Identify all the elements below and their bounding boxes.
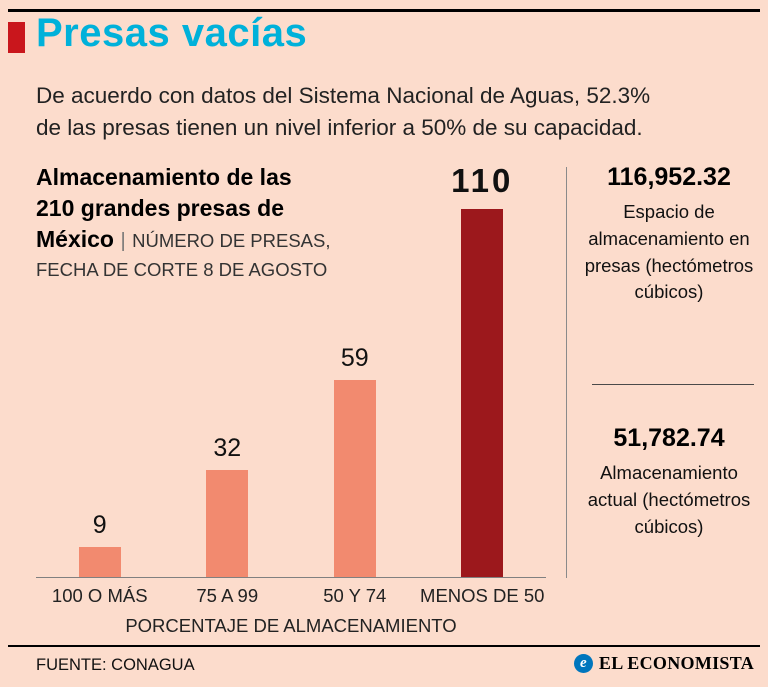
chart-subtitle-line-2: FECHA DE CORTE 8 DE AGOSTO bbox=[36, 258, 328, 280]
bar-chart: 9 32 59 110 bbox=[36, 162, 546, 577]
category-labels: 100 O MÁS 75 A 99 50 Y 74 MENOS DE 50 bbox=[36, 585, 546, 607]
subtitle-line-1: De acuerdo con datos del Sistema Naciona… bbox=[36, 83, 651, 108]
el-economista-wordmark: EL ECONOMISTA bbox=[598, 653, 754, 673]
category-label: 75 A 99 bbox=[196, 585, 259, 606]
bar bbox=[333, 380, 376, 577]
stat-value: 116,952.32 bbox=[607, 163, 731, 191]
bar-value-label: 110 bbox=[451, 162, 514, 199]
stat-storage-capacity: 116,952.32 Espacio de almacenamiento en … bbox=[576, 163, 762, 306]
category-label: MENOS DE 50 bbox=[420, 585, 545, 606]
bar-value-label: 9 bbox=[92, 511, 107, 539]
stat-value: 51,782.74 bbox=[613, 424, 725, 452]
x-axis-line bbox=[36, 577, 546, 578]
vertical-divider bbox=[566, 167, 567, 578]
page-title: Presas vacías bbox=[36, 11, 308, 55]
chart-title-separator: | bbox=[120, 230, 126, 253]
bar bbox=[206, 470, 249, 577]
chart-subtitle-line-1: NÚMERO DE PRESAS, bbox=[132, 230, 331, 252]
x-axis-title: PORCENTAJE DE ALMACENAMIENTO bbox=[125, 615, 457, 636]
bar-column: 59 bbox=[291, 344, 419, 577]
bar-column: 32 bbox=[164, 434, 292, 577]
bar-value-label: 59 bbox=[340, 344, 369, 372]
chart-title-line-3: México bbox=[36, 226, 114, 253]
bar-column: 110 bbox=[419, 162, 547, 577]
subtitle-line-2: de las presas tienen un nivel inferior a… bbox=[36, 114, 643, 140]
chart-title-line-1: Almacenamiento de las bbox=[36, 164, 292, 190]
el-economista-icon: e bbox=[573, 654, 593, 673]
source-credit: FUENTE: CONAGUA bbox=[36, 656, 195, 674]
chart-title-line-2: 210 grandes presas de bbox=[36, 195, 285, 222]
stat-current-storage: 51,782.74 Almacenamiento actual (hectóme… bbox=[576, 424, 762, 540]
subtitle: De acuerdo con datos del Sistema Naciona… bbox=[36, 80, 756, 143]
bar-value-label: 32 bbox=[213, 434, 242, 462]
bar bbox=[78, 547, 121, 577]
title-accent-square bbox=[8, 22, 25, 53]
footer-rule bbox=[8, 645, 760, 647]
stat-label: Almacenamiento actual (hectómetros cúbic… bbox=[587, 462, 751, 537]
top-rule bbox=[8, 9, 760, 12]
bar bbox=[461, 209, 504, 577]
stats-divider bbox=[592, 384, 754, 385]
category-label: 100 O MÁS bbox=[51, 585, 148, 606]
el-economista-logo: e EL ECONOMISTA bbox=[573, 653, 754, 674]
category-label: 50 Y 74 bbox=[323, 585, 387, 606]
bar-column: 9 bbox=[36, 511, 164, 577]
stat-label: Espacio de almacenamiento en presas (hec… bbox=[584, 201, 754, 303]
chart-title: Almacenamiento de las 210 grandes presas… bbox=[36, 162, 381, 284]
